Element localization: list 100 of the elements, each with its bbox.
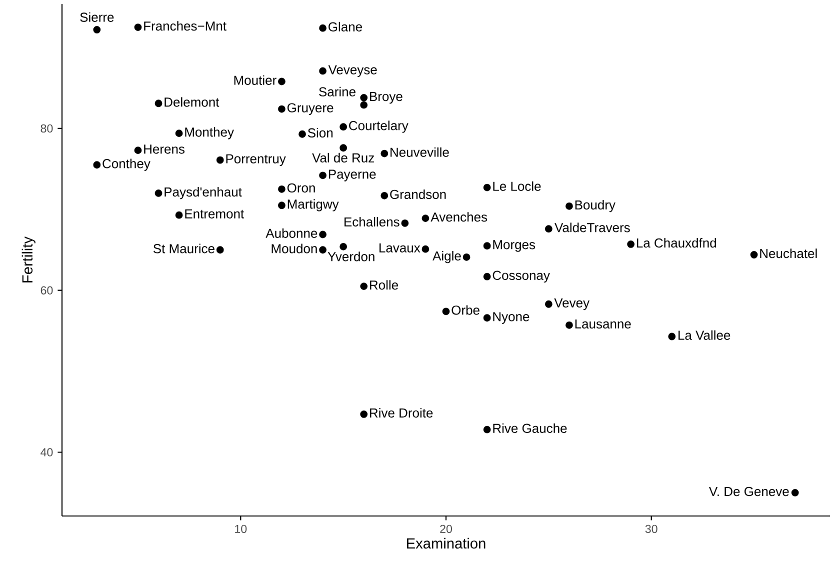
point [668, 332, 676, 340]
point [380, 192, 388, 200]
annotation: Sarine [319, 86, 356, 96]
point [134, 146, 142, 154]
annotation: Val de Ruz [312, 152, 374, 162]
point [422, 245, 430, 253]
annotation: Veveyse [328, 65, 377, 77]
annotation: Avenches [430, 212, 488, 222]
point [483, 426, 491, 434]
annotation: Porrentruy [226, 154, 286, 166]
point [278, 185, 286, 193]
point [360, 282, 368, 290]
point [278, 202, 286, 210]
y-tick-label: 60 [40, 286, 53, 294]
point [566, 202, 573, 210]
point [216, 246, 224, 254]
point [278, 78, 286, 86]
point [340, 144, 348, 152]
point [360, 410, 368, 418]
point [360, 94, 368, 102]
annotation: Le Locle [493, 181, 541, 191]
annotation: Moudon [272, 244, 317, 254]
point [278, 105, 286, 113]
point [566, 321, 573, 329]
annotation: St Maurice [153, 244, 214, 254]
point [544, 225, 552, 233]
point [544, 300, 552, 308]
annotation: Cossonay [492, 270, 550, 283]
point [380, 150, 388, 158]
annotation: Oron [287, 183, 315, 193]
point [154, 100, 162, 108]
point [93, 26, 101, 34]
point [483, 272, 491, 280]
point [319, 246, 326, 254]
annotation: Nyone [493, 312, 530, 324]
point [319, 230, 326, 238]
point [175, 130, 183, 138]
annotation: Neuchatel [760, 248, 817, 258]
point [93, 161, 101, 169]
annotation: Herens [144, 144, 185, 154]
x-tick-label: 10 [235, 524, 247, 534]
point [483, 314, 491, 322]
annotation: Aigle [432, 250, 461, 264]
y-tick-label: 80 [40, 124, 53, 133]
annotation: Glane [328, 22, 362, 32]
x-axis-title: Examination [407, 538, 486, 549]
point [175, 211, 183, 219]
annotation: La Vallee [678, 330, 730, 340]
annotation: La Chauxdfnd [636, 238, 716, 248]
point [442, 308, 450, 316]
annotation: Vevey [554, 298, 590, 310]
annotation: Monthey [185, 127, 234, 140]
point [298, 130, 306, 138]
annotation: Moutier [234, 75, 276, 85]
annotation: Paysd'enhaut [164, 187, 242, 200]
point [216, 156, 224, 164]
annotation: Rive Droite [370, 408, 433, 418]
annotation: Neuveville [390, 147, 449, 157]
point [319, 67, 326, 75]
annotation: Courtelary [349, 120, 408, 133]
point [154, 190, 162, 197]
annotation: Sion [308, 128, 333, 138]
annotation: Sierre [80, 12, 114, 22]
point [340, 242, 348, 250]
point [319, 172, 326, 180]
annotation: Grandson [390, 189, 446, 200]
annotation: Delemont [164, 97, 220, 107]
point [401, 219, 409, 227]
point [134, 24, 142, 31]
annotation: Boudry [575, 200, 616, 212]
point [340, 123, 348, 131]
annotation: Franches−Mnt [144, 21, 226, 31]
point [319, 24, 326, 32]
annotation: Aubonne [266, 228, 318, 238]
point [462, 253, 470, 261]
annotation: Morges [493, 240, 536, 252]
annotation: Payerne [328, 170, 376, 182]
point [483, 242, 491, 250]
point [791, 489, 799, 496]
point [360, 101, 368, 109]
annotation: ValdeTravers [554, 222, 630, 232]
annotation: Broye [370, 92, 402, 104]
annotation: Lausanne [575, 319, 631, 329]
annotation: Rolle [370, 280, 398, 290]
annotation: Echallens [344, 216, 400, 227]
point [422, 214, 430, 222]
annotation: Martigwy [288, 199, 339, 212]
annotation: Conthey [102, 158, 150, 171]
annotation: Rive Gauche [493, 423, 567, 433]
point [750, 251, 758, 258]
annotation: Lavaux [380, 243, 420, 252]
point [627, 240, 635, 248]
point [483, 184, 491, 192]
x-tick-label: 30 [645, 524, 658, 534]
y-axis-title: Fertility [22, 236, 36, 282]
y-tick-label: 40 [40, 448, 53, 456]
annotation: V. De Geneve [709, 486, 789, 496]
annotation: Entremont [185, 209, 244, 218]
annotation: Gruyere [287, 103, 334, 115]
annotation: Yverdon [328, 252, 374, 262]
